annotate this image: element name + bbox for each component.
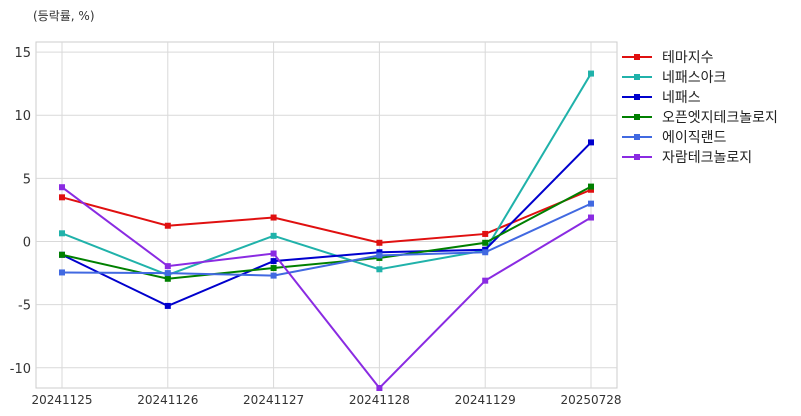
legend-label: 테마지수: [662, 50, 714, 66]
y-tick-label: 0: [23, 236, 31, 251]
data-point: [482, 230, 489, 237]
data-point: [59, 184, 65, 191]
legend-item: 에이직랜드: [622, 130, 727, 146]
data-point: [376, 252, 383, 259]
legend-marker: [634, 94, 640, 100]
x-tick-label: 20241126: [137, 393, 198, 407]
data-point: [588, 139, 594, 146]
data-point: [270, 272, 277, 279]
series-line: [61, 186, 592, 390]
x-tick-label: 20241127: [243, 393, 304, 407]
legend-marker: [634, 134, 640, 140]
legend-marker: [634, 114, 640, 120]
data-point: [59, 251, 65, 258]
x-axis-ticks: 20241125 20241126 20241127 20241128 20241129…: [31, 393, 621, 407]
data-point: [376, 266, 383, 273]
data-point: [270, 258, 277, 265]
x-tick-label: 20241125: [31, 393, 92, 407]
series-lines: [59, 70, 594, 391]
y-tick-label: 5: [23, 172, 31, 187]
legend-label: 네패스아크: [662, 70, 727, 86]
series-line: [61, 188, 592, 244]
data-point: [270, 250, 277, 257]
legend-label: 에이직랜드: [662, 130, 727, 146]
legend-item: 자람테크놀로지: [622, 150, 752, 166]
x-tick-label: 20241129: [455, 393, 516, 407]
series-line: [61, 202, 592, 277]
data-point: [270, 232, 277, 239]
series-4: [59, 200, 594, 279]
legend-label: 자람테크놀로지: [662, 150, 752, 166]
data-point: [588, 183, 594, 190]
legend-item: 네패스: [622, 90, 701, 106]
data-point: [270, 265, 277, 272]
data-point: [482, 277, 489, 284]
y-axis-ticks: -10 -5 0 5 10 15: [10, 46, 31, 377]
data-point: [588, 186, 594, 193]
data-point: [164, 263, 171, 270]
series-line: [61, 141, 592, 308]
y-tick-label: -5: [18, 299, 31, 314]
legend-item: 네패스아크: [622, 70, 727, 86]
legend-marker: [634, 154, 640, 160]
x-tick-label: 20250728: [560, 393, 621, 407]
legend-item: 오픈엣지테크놀로지: [622, 110, 778, 126]
data-point: [482, 249, 489, 256]
data-point: [270, 214, 277, 221]
series-line: [61, 73, 592, 277]
legend-label: 네패스: [662, 90, 701, 106]
data-point: [164, 302, 171, 309]
series-5: [59, 184, 594, 391]
legend-item: 테마지수: [622, 50, 714, 66]
y-tick-label: 15: [14, 46, 31, 61]
series-0: [59, 186, 594, 246]
data-point: [376, 239, 383, 246]
data-point: [376, 385, 383, 391]
legend-marker: [634, 54, 640, 60]
legend-marker: [634, 74, 640, 80]
data-point: [482, 239, 489, 246]
series-line: [61, 185, 592, 280]
data-point: [376, 249, 383, 256]
y-tick-label: 10: [14, 109, 31, 124]
y-tick-label: -10: [10, 362, 31, 377]
unit-label: (등락률, %): [33, 9, 95, 23]
data-point: [588, 214, 594, 221]
legend-label: 오픈엣지테크놀로지: [662, 110, 778, 126]
data-point: [164, 275, 171, 282]
data-point: [59, 194, 65, 201]
data-point: [588, 200, 594, 207]
data-point: [59, 269, 65, 276]
x-tick-label: 20241128: [349, 393, 410, 407]
data-point: [164, 222, 171, 229]
data-point: [59, 230, 65, 237]
data-point: [588, 70, 594, 77]
data-point: [164, 270, 171, 277]
